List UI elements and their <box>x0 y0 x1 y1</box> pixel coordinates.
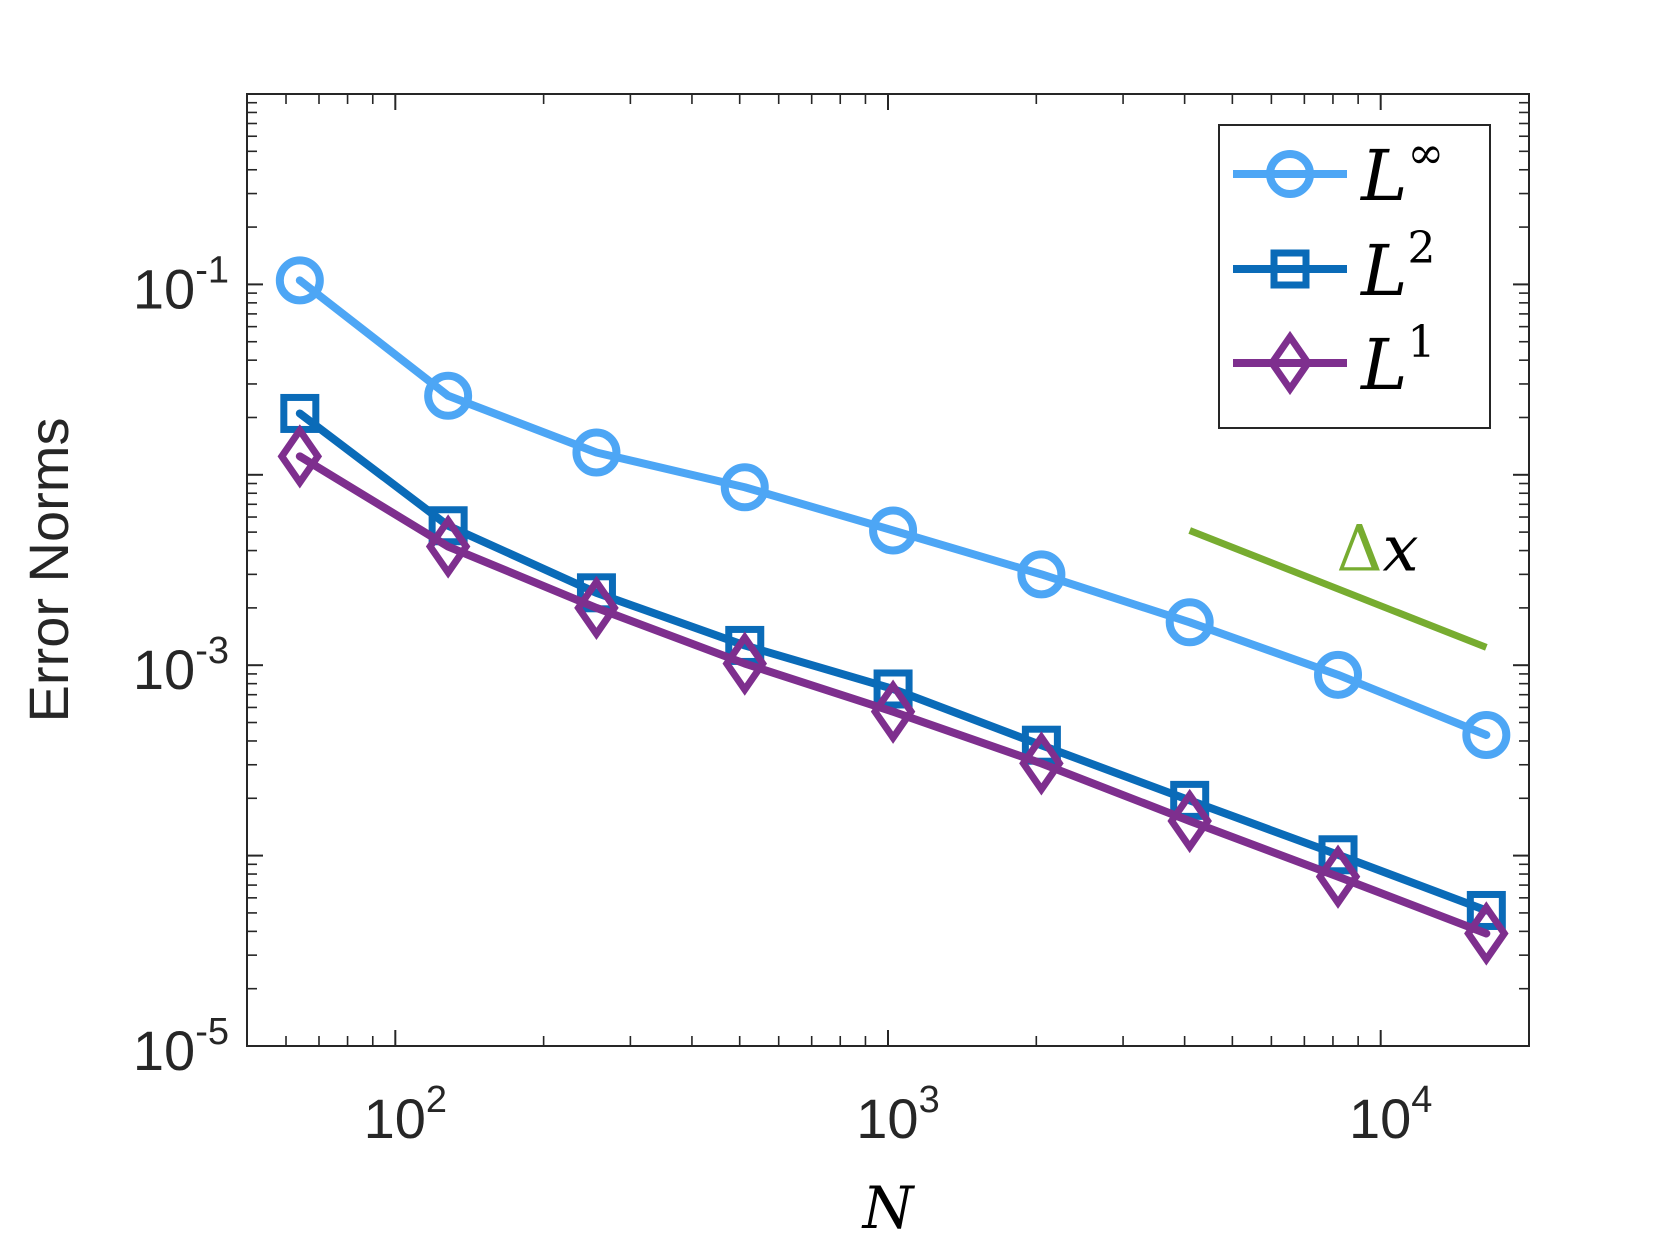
legend-label: L1 <box>1359 317 1435 406</box>
tick-label-base: 10 <box>133 638 195 701</box>
tick-label-base: 10 <box>133 257 195 320</box>
data-point-marker <box>873 669 913 709</box>
data-point-marker <box>1462 710 1511 759</box>
legend-label-base: L <box>1359 324 1407 406</box>
legend-label-superscript: 2 <box>1407 223 1435 274</box>
y-tick-label: 10-3 <box>133 630 229 701</box>
y-axis-label: Error Norms <box>17 418 80 723</box>
plot-frame <box>246 93 1530 1047</box>
data-point-marker <box>870 679 916 744</box>
data-point-marker <box>574 575 619 641</box>
data-point-marker <box>1170 780 1210 820</box>
legend-entry: L∞ <box>1233 128 1444 217</box>
tick-label-exponent: 2 <box>426 1079 447 1121</box>
tick-label-exponent: 4 <box>1411 1079 1432 1121</box>
legend-label-base: L <box>1359 135 1407 217</box>
legend-marker <box>1267 330 1313 396</box>
tick-label-exponent: 3 <box>919 1079 940 1121</box>
legend-entry: L2 <box>1233 223 1435 312</box>
legend-label-superscript: 1 <box>1407 317 1435 368</box>
series-line <box>295 276 1491 739</box>
series-layer <box>275 256 1511 966</box>
y-tick-label: 10-5 <box>133 1011 229 1082</box>
legend-label: L2 <box>1359 223 1435 312</box>
data-point-marker <box>277 424 323 489</box>
legend-marker <box>1266 150 1314 198</box>
data-point-marker <box>1466 890 1506 930</box>
data-point-marker <box>1019 731 1064 796</box>
legend-label: L∞ <box>1359 128 1444 217</box>
data-point-marker <box>428 506 468 546</box>
y-tick-label: 10-1 <box>133 249 229 320</box>
data-point-marker <box>720 463 769 512</box>
x-axis-label: N <box>861 1174 916 1242</box>
data-point-marker <box>1167 788 1212 854</box>
tick-label-base: 10 <box>1349 1087 1411 1150</box>
data-point-marker <box>722 631 768 696</box>
tick-label-exponent: -5 <box>195 1011 229 1053</box>
reference-label-var: x <box>1383 512 1419 586</box>
data-point-marker <box>869 506 918 555</box>
data-point-marker <box>1315 844 1361 909</box>
tick-label-exponent: -3 <box>195 630 229 672</box>
data-point-marker <box>572 428 621 477</box>
data-point-marker <box>1017 550 1066 599</box>
tick-label-base: 10 <box>856 1087 918 1150</box>
data-point-marker <box>1464 901 1509 966</box>
reference-slope-line <box>1188 527 1488 651</box>
legend-label-base: L <box>1359 230 1407 312</box>
legend-label-superscript: ∞ <box>1407 128 1444 179</box>
tick-label-base: 10 <box>133 1019 195 1082</box>
x-tick-label: 104 <box>1349 1079 1432 1150</box>
data-point-marker <box>275 256 324 305</box>
series-line <box>295 452 1491 938</box>
x-tick-label: 102 <box>364 1079 447 1150</box>
data-point-marker <box>1165 598 1214 647</box>
legend-marker <box>1270 249 1310 289</box>
x-tick-label: 103 <box>856 1079 939 1150</box>
reference-line-label: Δx <box>1336 512 1418 586</box>
reference-layer <box>1188 527 1488 651</box>
data-point-marker <box>425 514 471 579</box>
tick-label-exponent: -1 <box>195 249 229 291</box>
tick-label-base: 10 <box>364 1087 426 1150</box>
series-L1 <box>277 424 1509 966</box>
data-point-marker <box>424 371 473 420</box>
reference-label-delta: Δ <box>1336 512 1382 586</box>
data-point-marker <box>1314 650 1363 699</box>
minor-ticks <box>247 94 1529 1046</box>
legend-entry: L1 <box>1233 317 1435 406</box>
data-point-marker <box>1318 835 1358 875</box>
series-Linf <box>275 256 1511 759</box>
